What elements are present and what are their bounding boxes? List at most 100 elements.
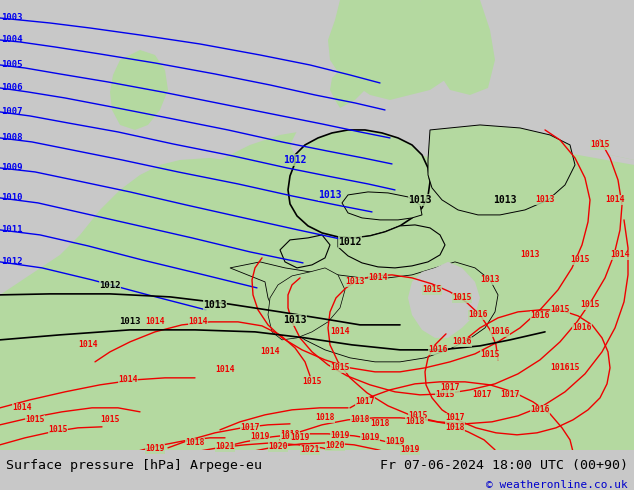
Polygon shape [0, 158, 285, 360]
Text: 1017: 1017 [240, 423, 260, 432]
Text: 1008: 1008 [1, 133, 23, 143]
Text: 1018: 1018 [405, 417, 425, 426]
Text: 1014: 1014 [145, 318, 165, 326]
Text: 1011: 1011 [1, 225, 23, 234]
Text: 1021: 1021 [216, 442, 235, 451]
Text: 1013: 1013 [408, 195, 432, 205]
Text: 1015: 1015 [302, 377, 321, 386]
Text: 1010: 1010 [1, 194, 23, 202]
Text: 1017: 1017 [472, 391, 492, 399]
Text: 1005: 1005 [1, 60, 23, 70]
Text: 1015: 1015 [422, 285, 442, 294]
Text: 1016: 1016 [573, 323, 592, 332]
Text: 1007: 1007 [1, 107, 23, 117]
Text: 1015: 1015 [25, 416, 45, 424]
Text: 1018: 1018 [280, 430, 300, 440]
Text: 1018: 1018 [370, 419, 390, 428]
Polygon shape [408, 262, 480, 338]
Text: 1006: 1006 [1, 83, 23, 93]
Text: 1015: 1015 [452, 294, 472, 302]
Text: 1017: 1017 [355, 397, 375, 406]
Polygon shape [328, 0, 450, 100]
Text: 1019: 1019 [400, 445, 420, 454]
Text: 1015: 1015 [100, 416, 120, 424]
Text: 1014: 1014 [12, 403, 32, 413]
Text: 1019: 1019 [360, 433, 380, 442]
Polygon shape [280, 235, 330, 268]
Text: 1020: 1020 [268, 442, 288, 451]
Text: 1014: 1014 [330, 327, 350, 336]
Text: 1013: 1013 [119, 318, 141, 326]
Text: 1018: 1018 [350, 416, 370, 424]
Text: 1013: 1013 [480, 275, 500, 284]
Text: 1015: 1015 [550, 305, 570, 315]
Polygon shape [0, 0, 634, 450]
Text: 1015: 1015 [408, 411, 428, 420]
Text: 1018: 1018 [315, 414, 335, 422]
Text: 1015: 1015 [560, 364, 579, 372]
Polygon shape [428, 125, 575, 215]
Text: 1019: 1019 [280, 432, 300, 441]
Text: 1018: 1018 [445, 423, 465, 432]
Text: 1015: 1015 [590, 141, 610, 149]
Text: 1004: 1004 [1, 35, 23, 45]
Polygon shape [342, 192, 422, 220]
Text: 1017: 1017 [440, 383, 460, 392]
Text: 1016: 1016 [550, 364, 570, 372]
Polygon shape [0, 280, 260, 375]
Text: 1015: 1015 [330, 364, 350, 372]
Text: 1016: 1016 [530, 405, 550, 415]
Text: 1015: 1015 [570, 255, 590, 265]
Text: 1012: 1012 [100, 281, 120, 291]
Text: 1019: 1019 [250, 432, 269, 441]
Text: 1018: 1018 [185, 439, 205, 447]
Text: 1013: 1013 [493, 195, 517, 205]
Text: 1017: 1017 [500, 391, 520, 399]
Text: 1016: 1016 [452, 337, 472, 346]
Text: 1013: 1013 [521, 250, 540, 259]
Text: 1013: 1013 [283, 315, 307, 325]
Text: 1013: 1013 [535, 196, 555, 204]
Polygon shape [490, 150, 634, 450]
Polygon shape [230, 262, 498, 362]
Text: 1012: 1012 [283, 155, 307, 165]
Text: 1021: 1021 [301, 445, 320, 454]
Text: 1009: 1009 [1, 164, 23, 172]
Text: 1014: 1014 [368, 273, 388, 282]
Text: 1012: 1012 [1, 257, 23, 267]
Text: 1017: 1017 [445, 414, 465, 422]
Polygon shape [288, 130, 430, 238]
Text: Fr 07-06-2024 18:00 UTC (00+90): Fr 07-06-2024 18:00 UTC (00+90) [380, 460, 628, 472]
Polygon shape [110, 50, 168, 130]
Text: 1014: 1014 [216, 366, 235, 374]
Text: 1013: 1013 [346, 277, 365, 286]
Polygon shape [420, 0, 495, 95]
Text: 1019: 1019 [385, 437, 404, 446]
Text: 1014: 1014 [605, 196, 624, 204]
Text: 1015: 1015 [580, 300, 600, 309]
Text: 1016: 1016 [428, 345, 448, 354]
Text: 1016: 1016 [530, 311, 550, 320]
Text: 1014: 1014 [611, 250, 630, 259]
Text: 1020: 1020 [325, 441, 345, 450]
Text: 1014: 1014 [78, 341, 98, 349]
Text: Surface pressure [hPa] Arpege-eu: Surface pressure [hPa] Arpege-eu [6, 460, 262, 472]
Text: 1013: 1013 [204, 300, 227, 310]
Text: 1013: 1013 [318, 190, 342, 200]
Polygon shape [268, 268, 345, 340]
Text: © weatheronline.co.uk: © weatheronline.co.uk [486, 480, 628, 490]
Polygon shape [290, 0, 634, 170]
Text: 1014: 1014 [119, 375, 138, 384]
Text: 1019: 1019 [330, 431, 350, 441]
Text: 1012: 1012 [339, 237, 362, 247]
Polygon shape [300, 55, 600, 100]
Text: 1015: 1015 [436, 391, 455, 399]
Text: 1015: 1015 [480, 350, 500, 359]
Polygon shape [0, 380, 634, 450]
Text: 1014: 1014 [188, 318, 208, 326]
Text: 1019: 1019 [145, 444, 165, 453]
Polygon shape [330, 65, 370, 108]
Text: 1019: 1019 [290, 433, 310, 442]
Polygon shape [338, 225, 445, 268]
Text: 1003: 1003 [1, 14, 23, 23]
